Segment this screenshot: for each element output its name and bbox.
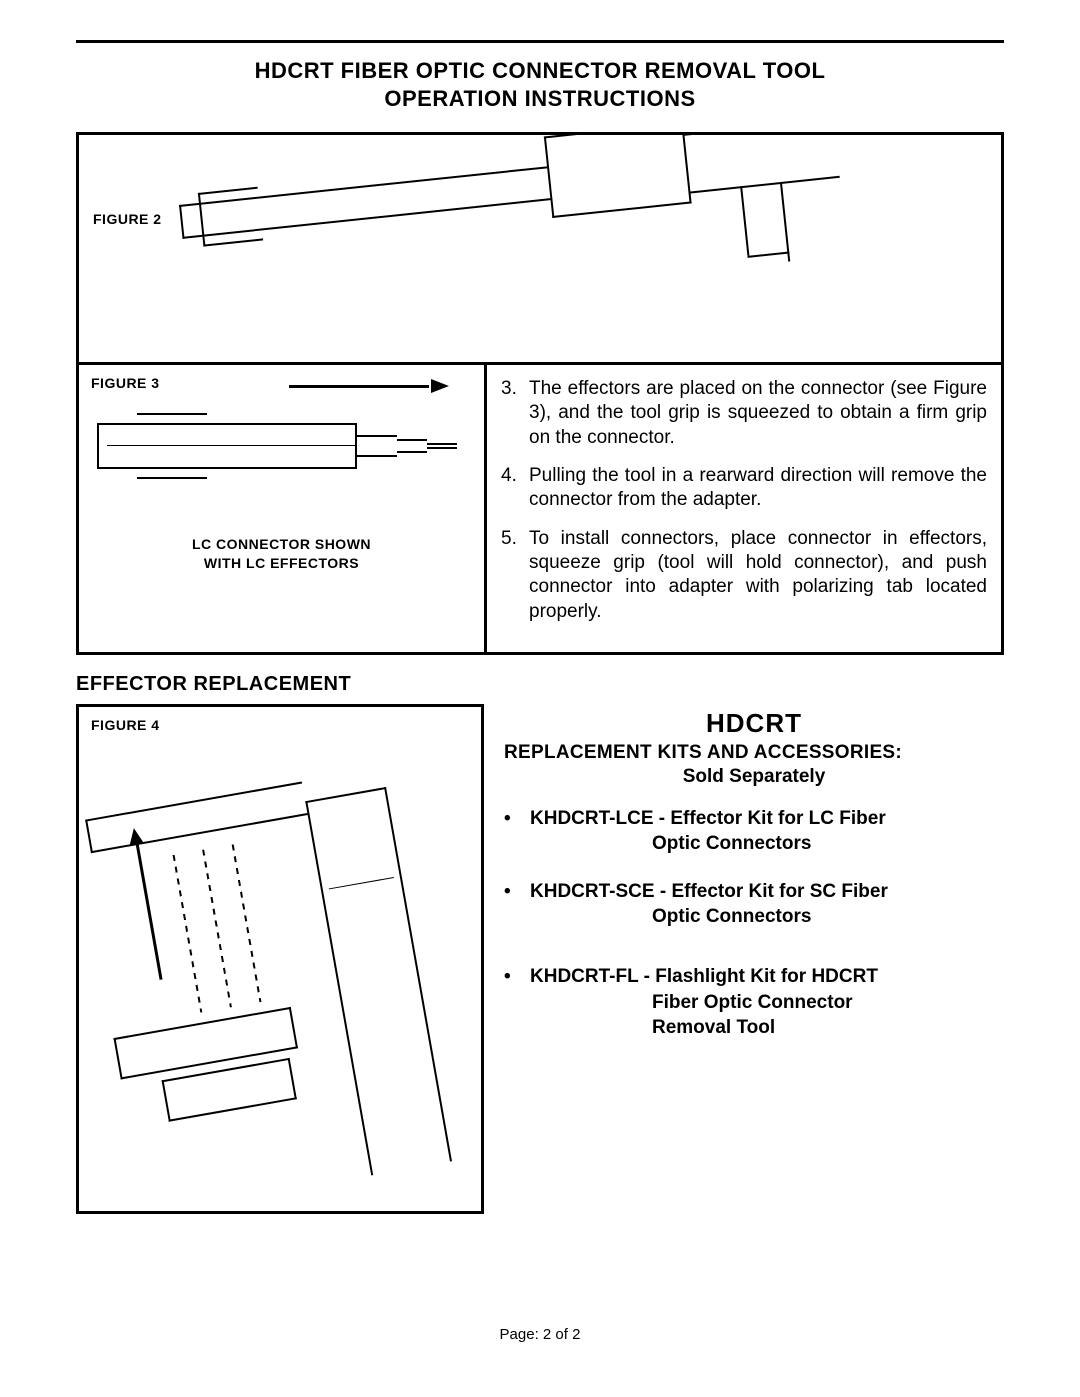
figure-2-cell: FIGURE 2 — [79, 135, 1001, 365]
kit-item: • KHDCRT-SCE - Effector Kit for SC Fiber… — [504, 879, 1004, 930]
top-rule — [76, 40, 1004, 43]
instruction-text: To install connectors, place connector i… — [529, 527, 987, 624]
figure-4-box: FIGURE 4 — [76, 704, 484, 1214]
kits-subheading: REPLACEMENT KITS AND ACCESSORIES: — [504, 741, 1004, 766]
section-heading: EFFECTOR REPLACEMENT — [76, 673, 1004, 696]
bullet-icon: • — [504, 879, 530, 930]
kit-item: • KHDCRT-LCE - Effector Kit for LC Fiber… — [504, 806, 1004, 857]
kit-lead: KHDCRT-FL - Flashlight Kit for HDCRT — [530, 966, 878, 987]
figure-2-label: FIGURE 2 — [93, 211, 162, 227]
kit-lead: KHDCRT-SCE - Effector Kit for SC Fiber — [530, 881, 888, 902]
bullet-icon: • — [504, 964, 530, 1041]
instruction-item: 3. The effectors are placed on the conne… — [501, 377, 987, 450]
kits-sold-separately: Sold Separately — [504, 766, 1004, 788]
kit-text: KHDCRT-FL - Flashlight Kit for HDCRT Fib… — [530, 964, 1004, 1041]
kit-item: • KHDCRT-FL - Flashlight Kit for HDCRT F… — [504, 964, 1004, 1041]
kit-text: KHDCRT-LCE - Effector Kit for LC Fiber O… — [530, 806, 1004, 857]
page-footer: Page: 2 of 2 — [0, 1326, 1080, 1343]
instruction-text: The effectors are placed on the connecto… — [529, 377, 987, 450]
kit-lead: KHDCRT-LCE - Effector Kit for LC Fiber — [530, 808, 886, 829]
instruction-number: 3. — [501, 377, 529, 450]
figure-3-cell: FIGURE 3 LC CONNECTOR SHOWN WITH LC EFFE… — [79, 365, 487, 652]
kits-column: HDCRT REPLACEMENT KITS AND ACCESSORIES: … — [504, 704, 1004, 1214]
bullet-icon: • — [504, 806, 530, 857]
figure-3-caption: LC CONNECTOR SHOWN WITH LC EFFECTORS — [91, 535, 472, 573]
title-line-2: OPERATION INSTRUCTIONS — [76, 85, 1004, 113]
instruction-text: Pulling the tool in a rearward direction… — [529, 464, 987, 513]
title-line-1: HDCRT FIBER OPTIC CONNECTOR REMOVAL TOOL — [76, 57, 1004, 85]
instruction-item: 4. Pulling the tool in a rearward direct… — [501, 464, 987, 513]
kit-list: • KHDCRT-LCE - Effector Kit for LC Fiber… — [504, 806, 1004, 1041]
instructions-cell: 3. The effectors are placed on the conne… — [487, 365, 1001, 652]
figure3-instructions-row: FIGURE 3 LC CONNECTOR SHOWN WITH LC EFFE… — [79, 365, 1001, 652]
fig3-caption-line1: LC CONNECTOR SHOWN — [192, 536, 371, 552]
instruction-number: 4. — [501, 464, 529, 513]
figure-4-drawing — [76, 718, 484, 1214]
instruction-number: 5. — [501, 527, 529, 624]
figure-3-drawing — [97, 399, 467, 529]
kit-cont: Optic Connectors — [530, 904, 1004, 930]
arrow-right-icon — [289, 379, 449, 393]
bottom-columns: FIGURE 4 HDCRT REPLACEMENT KITS AND ACCE… — [76, 704, 1004, 1214]
main-figure-box: FIGURE 2 FIGURE 3 LC CONNECTOR SHOWN WIT… — [76, 132, 1004, 655]
kit-text: KHDCRT-SCE - Effector Kit for SC Fiber O… — [530, 879, 1004, 930]
kit-cont: Optic Connectors — [530, 831, 1004, 857]
page-title: HDCRT FIBER OPTIC CONNECTOR REMOVAL TOOL… — [76, 57, 1004, 112]
instruction-item: 5. To install connectors, place connecto… — [501, 527, 987, 624]
page-content: HDCRT FIBER OPTIC CONNECTOR REMOVAL TOOL… — [76, 40, 1004, 1214]
kit-cont: Fiber Optic Connector — [530, 990, 1004, 1016]
hdcrt-heading: HDCRT — [504, 708, 1004, 739]
kit-cont2: Removal Tool — [530, 1015, 1004, 1041]
figure-2-drawing — [173, 135, 981, 354]
fig3-caption-line2: WITH LC EFFECTORS — [204, 555, 359, 571]
